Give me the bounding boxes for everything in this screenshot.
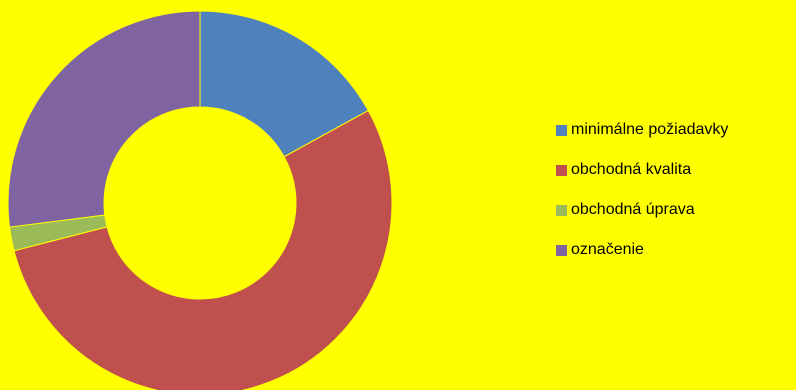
legend-label: minimálne požiadavky — [571, 121, 729, 138]
legend-swatch — [556, 244, 567, 256]
legend-swatch — [556, 124, 567, 136]
donut-slice-3 — [7, 10, 201, 228]
legend-item-obchodna-kvalita: obchodná kvalita — [556, 161, 728, 179]
legend-label: obchodná úprava — [571, 201, 695, 218]
legend-label: obchodná kvalita — [571, 161, 692, 178]
legend-swatch — [556, 204, 567, 216]
donut-slices — [7, 10, 393, 390]
donut-slice-1 — [13, 109, 393, 390]
legend-item-minimalne-poziadavky: minimálne požiadavky — [556, 121, 728, 139]
chart-legend: minimálne požiadavky obchodná kvalita ob… — [556, 121, 728, 281]
legend-label: označenie — [571, 241, 644, 258]
legend-item-oznacenie: označenie — [556, 241, 728, 259]
legend-swatch — [556, 164, 567, 176]
legend-item-obchodna-uprava: obchodná úprava — [556, 201, 728, 219]
donut-slice-0 — [199, 10, 369, 158]
